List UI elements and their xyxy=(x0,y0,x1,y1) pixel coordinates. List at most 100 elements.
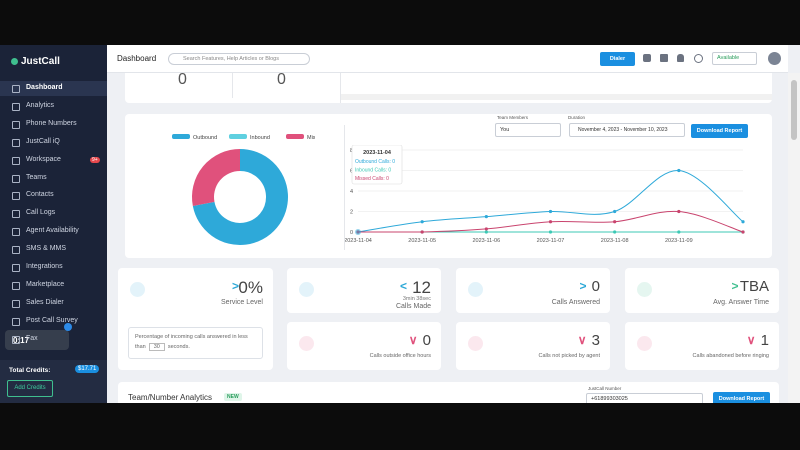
stat-arrow: > xyxy=(731,279,739,293)
menu-item[interactable]: Sales Dialer xyxy=(26,298,64,306)
search-box[interactable]: Search Features, Help Articles or Blogs xyxy=(168,53,310,65)
tooltip-box xyxy=(351,145,403,185)
menu-item[interactable]: Phone Numbers xyxy=(26,119,77,127)
stat-icon xyxy=(130,282,145,297)
help-icon[interactable] xyxy=(694,54,703,63)
y-tick-label: 4 xyxy=(350,189,353,195)
stat-label: Calls outside office hours xyxy=(369,353,431,359)
legend-label: Missed xyxy=(307,135,315,141)
donut-slice xyxy=(192,149,288,245)
menu-item[interactable]: Contacts xyxy=(26,191,54,199)
number-label: JustCall Number xyxy=(588,386,622,391)
menu-item[interactable]: Dashboard xyxy=(26,84,63,91)
menu-item[interactable]: Call Logs xyxy=(26,209,56,217)
duration-picker[interactable]: November 4, 2023 - November 10, 2023 xyxy=(569,123,685,137)
data-point xyxy=(613,209,617,214)
summary-value: 0 xyxy=(277,71,286,88)
apps-icon[interactable] xyxy=(660,54,668,62)
data-point xyxy=(613,220,617,224)
divider xyxy=(232,73,233,98)
y-tick-label: 0 xyxy=(350,230,353,236)
legend-swatch xyxy=(229,134,247,139)
logo-icon xyxy=(11,58,18,65)
team-dropdown[interactable]: You xyxy=(495,123,561,137)
number-dropdown[interactable]: +61899303025 xyxy=(586,393,703,403)
stat-card xyxy=(287,322,441,370)
hover-point xyxy=(355,229,361,235)
menu-item[interactable]: Marketplace xyxy=(26,280,65,288)
menu-icon xyxy=(12,192,20,201)
bell-icon[interactable] xyxy=(677,54,684,62)
menu-item[interactable]: Analytics xyxy=(26,101,55,109)
divider xyxy=(344,125,345,250)
menu-item[interactable]: JustCall iQ xyxy=(26,137,60,145)
stat-card xyxy=(287,268,441,313)
video-time: 0:17 xyxy=(13,336,30,345)
line-chart: 0 2 4 6 8 2023-11-04 2023-11-05 2023-11-06 2023-… xyxy=(345,145,745,244)
tooltip-line: Missed Calls: 0 xyxy=(355,176,389,182)
menu-item[interactable]: Workspace xyxy=(26,155,61,163)
stat-value: 0 xyxy=(422,332,431,349)
stat-icon xyxy=(637,336,652,351)
x-tick-label: 2023-11-05 xyxy=(408,238,436,244)
menu-item[interactable]: SMS & MMS xyxy=(26,245,67,253)
x-tick-label: 2023-11-07 xyxy=(537,238,565,244)
credits-value: $17.71 xyxy=(75,365,100,373)
stat-arrow: ∨ xyxy=(577,333,587,347)
video-overlay xyxy=(5,330,69,350)
menu-item[interactable]: Integrations xyxy=(26,263,63,270)
new-badge: NEW xyxy=(224,393,242,401)
data-point xyxy=(548,220,553,224)
legend-label: Outbound xyxy=(193,135,217,141)
y-tick-label: 8 xyxy=(350,148,353,154)
stat-icon xyxy=(299,336,314,351)
menu-icon xyxy=(12,335,20,344)
stat-icon xyxy=(468,336,483,351)
data-point xyxy=(548,209,553,214)
chat-icon[interactable] xyxy=(643,54,651,62)
stat-label: Calls Answered xyxy=(551,299,600,306)
menu-icon xyxy=(12,228,20,237)
note-text: Percentage of incoming calls answered in… xyxy=(135,334,248,350)
y-tick-label: 2 xyxy=(350,210,353,216)
stat-card xyxy=(456,322,610,370)
workspace-badge: 9+ xyxy=(90,157,100,163)
stat-label: Service Level xyxy=(220,299,263,306)
stat-arrow: < xyxy=(399,279,407,293)
avatar[interactable] xyxy=(768,52,781,65)
tooltip: 2023-11-04 Outbound Calls: 0 Inbound Calls… xyxy=(351,145,403,185)
stat-arrow: > xyxy=(231,279,239,293)
x-tick-label: 2023-11-04 xyxy=(345,238,372,244)
analytics-download-button[interactable]: Download Report xyxy=(713,392,770,403)
data-point xyxy=(484,227,488,231)
stat-sub: 3min 38sec xyxy=(402,296,431,302)
x-tick-label: 2023-11-08 xyxy=(601,238,629,244)
stat-value: 0% xyxy=(238,278,263,297)
summary-value: 0 xyxy=(178,71,187,88)
stat-label: Avg. Answer Time xyxy=(713,299,769,306)
stat-card xyxy=(456,268,610,313)
stat-icon xyxy=(468,282,483,297)
stat-label: Calls not picked by agent xyxy=(538,353,600,359)
download-report-button[interactable]: Download Report xyxy=(691,124,748,138)
menu-icon xyxy=(12,264,20,272)
add-credits-button[interactable]: Add Credits xyxy=(7,380,53,397)
h-scrollbar xyxy=(341,94,772,100)
menu-item[interactable]: Fax xyxy=(26,334,38,342)
data-point xyxy=(741,220,745,224)
menu-item[interactable]: Agent Availability xyxy=(26,227,79,235)
analytics-title: Team/Number Analytics xyxy=(128,393,213,402)
menu-item[interactable]: Teams xyxy=(26,173,47,181)
page-title: Dashboard xyxy=(117,54,157,63)
stat-value: 0 xyxy=(591,278,600,295)
dialer-button[interactable]: Dialer xyxy=(600,52,635,66)
status-dropdown[interactable]: Available xyxy=(712,52,757,65)
tooltip-line: Outbound Calls: 0 xyxy=(355,159,395,165)
data-point xyxy=(484,215,488,219)
menu-item[interactable]: Post Call Survey xyxy=(26,316,78,324)
scrollbar xyxy=(788,73,800,403)
menu-icon xyxy=(12,299,20,308)
note-select[interactable]: 30 xyxy=(148,343,165,351)
data-point xyxy=(677,230,681,234)
